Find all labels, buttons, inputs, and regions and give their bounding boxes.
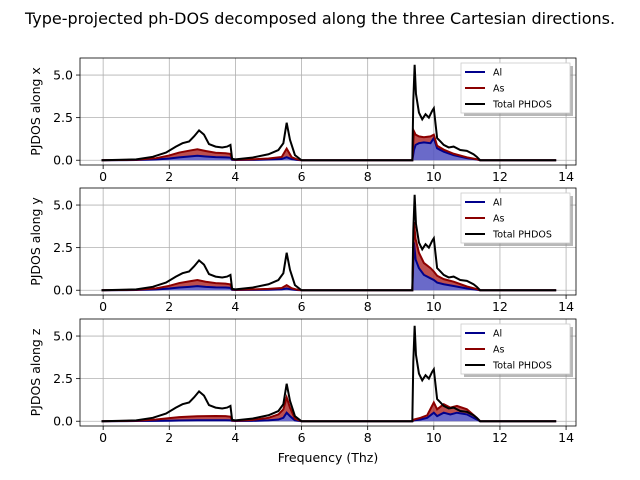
x-tick-label: 14 <box>558 430 574 445</box>
y-tick-label: 0.0 <box>53 283 73 298</box>
x-tick-label: 8 <box>364 169 372 184</box>
y-tick-label: 0.0 <box>53 153 73 168</box>
figure-title: Type-projected ph-DOS decomposed along t… <box>24 9 615 28</box>
al-line <box>101 135 557 162</box>
total-phdos-line <box>101 325 557 423</box>
y-tick-label: 5.0 <box>53 198 73 213</box>
x-tick-label: 14 <box>558 169 574 184</box>
al-line <box>101 242 557 292</box>
subplot-3: 0 2 4 6 8 10 12 14 0.0 2.5 5.0 PJDOS along z Frequen… <box>28 318 577 465</box>
legend-label: Al <box>493 329 502 340</box>
plot-area <box>101 64 557 162</box>
axes-frame <box>79 318 577 427</box>
x-axis-label: Frequency (Thz) <box>278 450 378 465</box>
legend-label: As <box>493 345 504 356</box>
y-axis-label: PJDOS along y <box>28 197 43 286</box>
al-line <box>101 411 557 423</box>
legend-label: Total PHDOS <box>492 361 552 372</box>
legend: Al As Total PHDOS <box>460 192 573 246</box>
x-tick-label: 0 <box>99 169 107 184</box>
y-tick-label: 2.5 <box>53 371 73 386</box>
x-tick-label: 4 <box>231 430 239 445</box>
legend-label: Total PHDOS <box>492 100 552 111</box>
as-line <box>101 221 557 292</box>
x-tick-label: 12 <box>492 299 508 314</box>
y-tick-label: 2.5 <box>53 240 73 255</box>
x-tick-label: 2 <box>165 430 173 445</box>
x-tick-label: 10 <box>426 430 442 445</box>
x-tick-label: 14 <box>558 299 574 314</box>
x-tick-label: 6 <box>298 169 306 184</box>
x-tick-label: 4 <box>231 169 239 184</box>
x-tick-label: 6 <box>298 299 306 314</box>
legend-label: As <box>493 84 504 95</box>
y-tick-label: 2.5 <box>53 110 73 125</box>
legend-label: Total PHDOS <box>492 230 552 241</box>
subplot-2: 0 2 4 6 8 10 12 14 0.0 2.5 5.0 PJDOS along y Al As Tot… <box>28 187 577 314</box>
total-phdos-line <box>101 64 557 162</box>
plot-area <box>101 325 557 423</box>
x-tick-label: 12 <box>492 169 508 184</box>
x-tick-label: 0 <box>99 430 107 445</box>
x-tick-label: 10 <box>426 169 442 184</box>
axes-frame <box>79 57 577 166</box>
legend-label: As <box>493 214 504 225</box>
x-tick-label: 10 <box>426 299 442 314</box>
plot-area <box>101 194 557 292</box>
as-line <box>101 127 557 162</box>
total-phdos-line <box>101 194 557 292</box>
subplot-stack: 0 2 4 6 8 10 12 14 0.0 2.5 5.0 PJDOS along x Al As Tot… <box>28 57 577 465</box>
x-tick-label: 8 <box>364 299 372 314</box>
x-tick-label: 2 <box>165 299 173 314</box>
y-axis-label: PJDOS along x <box>28 67 43 156</box>
x-tick-label: 2 <box>165 169 173 184</box>
axes-frame <box>79 187 577 296</box>
x-tick-label: 12 <box>492 430 508 445</box>
legend-label: Al <box>493 198 502 209</box>
x-tick-label: 4 <box>231 299 239 314</box>
x-tick-label: 8 <box>364 430 372 445</box>
al-area <box>101 412 557 422</box>
x-tick-label: 0 <box>99 299 107 314</box>
y-axis-label: PJDOS along z <box>28 328 43 416</box>
subplot-1: 0 2 4 6 8 10 12 14 0.0 2.5 5.0 PJDOS along x Al As Tot… <box>28 57 577 184</box>
al-area <box>101 138 557 161</box>
y-tick-label: 0.0 <box>53 414 73 429</box>
y-tick-label: 5.0 <box>53 68 73 83</box>
legend: Al As Total PHDOS <box>460 323 573 377</box>
as-line <box>101 393 557 423</box>
y-tick-label: 5.0 <box>53 329 73 344</box>
legend-label: Al <box>493 68 502 79</box>
x-tick-label: 6 <box>298 430 306 445</box>
legend: Al As Total PHDOS <box>460 62 573 116</box>
